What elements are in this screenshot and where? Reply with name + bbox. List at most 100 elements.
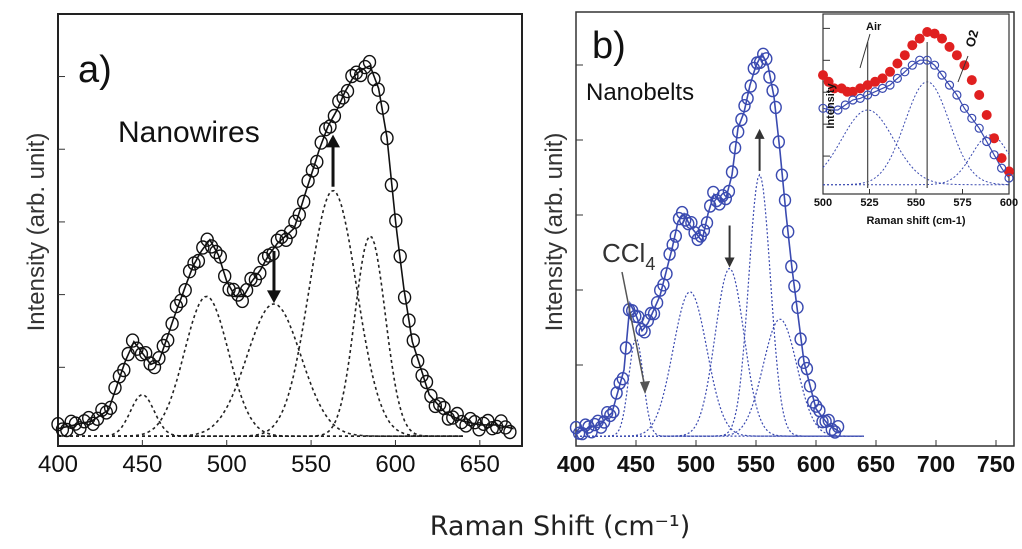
data-point [253, 265, 267, 281]
x-tick-label: 650 [460, 451, 500, 478]
x-tick-label: 575 [953, 197, 971, 209]
data-point [345, 68, 359, 84]
x-tick-label: 525 [860, 197, 878, 209]
data-point [616, 372, 629, 386]
x-tick-label: 750 [977, 451, 1015, 477]
data-point [217, 268, 232, 284]
data-point [397, 290, 412, 305]
data-point [103, 400, 118, 415]
arrow-down-head [724, 257, 735, 268]
data-point [719, 191, 732, 206]
data-point [358, 59, 372, 75]
data-point [314, 135, 328, 150]
inset-o2-point [959, 103, 970, 113]
data-point [498, 420, 513, 435]
inset-xlabel: Raman shift (cm-1) [866, 215, 965, 227]
x-tick-label: 450 [122, 451, 162, 478]
inset-air-point [877, 73, 888, 84]
data-point [196, 240, 210, 255]
data-point [433, 397, 447, 412]
arrow-down-head [266, 290, 281, 304]
data-point [270, 233, 284, 248]
data-point [178, 283, 192, 298]
inset-air-point [829, 83, 840, 94]
inset-component-peak-1 [822, 109, 1009, 186]
data-point [725, 165, 739, 179]
data-point [490, 419, 504, 435]
inset-air-point [823, 76, 834, 87]
inset-air-point [966, 75, 977, 86]
data-point [354, 67, 368, 83]
data-point [371, 82, 385, 97]
data-point [669, 229, 682, 243]
x-tick-label: 650 [857, 451, 895, 477]
inset-o2-point [922, 55, 932, 65]
inset-air-point [929, 28, 940, 39]
data-point [806, 395, 820, 409]
inset-o2-point [892, 73, 903, 84]
data-point [454, 414, 469, 430]
x-tick-label: 500 [207, 451, 247, 478]
inset-o2-label: O2 [962, 28, 981, 49]
inset-o2-point [877, 83, 888, 94]
data-point [389, 213, 403, 228]
data-point [125, 333, 140, 348]
panel-a-ylabel: Intensity (arb. unit) [23, 133, 50, 332]
data-point [182, 264, 197, 279]
data-point [753, 55, 767, 69]
ccl4-pointer-head [640, 381, 650, 394]
data-point [147, 359, 162, 375]
data-point [635, 322, 648, 337]
data-point [503, 424, 517, 440]
data-point [375, 100, 390, 115]
data-point [778, 193, 792, 207]
data-point [213, 249, 228, 264]
inset-o2-point [982, 136, 992, 147]
data-point [791, 300, 804, 314]
inset-air-point [996, 153, 1007, 164]
data-point [209, 244, 223, 260]
data-point [297, 194, 311, 210]
data-point [757, 47, 770, 61]
shared-xlabel: Raman Shift (cm⁻¹) [430, 511, 691, 542]
data-point [226, 282, 241, 298]
data-point [191, 253, 206, 269]
inset-air-point [914, 33, 925, 44]
inset-air-point [937, 33, 947, 44]
x-tick-label: 400 [38, 451, 78, 478]
data-point [327, 108, 342, 124]
x-tick-label: 700 [917, 451, 955, 477]
data-point [411, 353, 425, 369]
inset-air-point [892, 58, 903, 69]
x-tick-label: 600 [797, 451, 835, 477]
component-peak-5 [576, 318, 864, 437]
inset-o2-point [900, 67, 910, 77]
inset-air-point [1004, 166, 1014, 177]
inset-o2-point [989, 150, 999, 160]
data-point [601, 406, 614, 420]
data-point [641, 314, 654, 328]
inset-air-point [907, 40, 918, 51]
data-point [763, 70, 776, 84]
inset-air-point [818, 70, 828, 81]
data-point [393, 249, 407, 264]
inset-o2-point [855, 93, 865, 104]
panel-b-frame [575, 11, 1015, 447]
data-point [406, 333, 420, 348]
inset-component-peak-3 [823, 134, 1010, 186]
x-tick-label: 550 [737, 451, 775, 477]
data-point [697, 223, 711, 238]
inset-o2-point [862, 90, 873, 100]
data-point [380, 130, 394, 146]
data-point [99, 405, 114, 420]
data-point [831, 420, 845, 434]
data-point [675, 205, 689, 220]
inset-o2-point [833, 105, 843, 115]
data-point [441, 411, 456, 426]
data-point [660, 267, 673, 281]
data-point [604, 408, 617, 423]
arrow-up-head [754, 128, 765, 139]
data-point [384, 177, 399, 193]
data-point [619, 341, 633, 355]
